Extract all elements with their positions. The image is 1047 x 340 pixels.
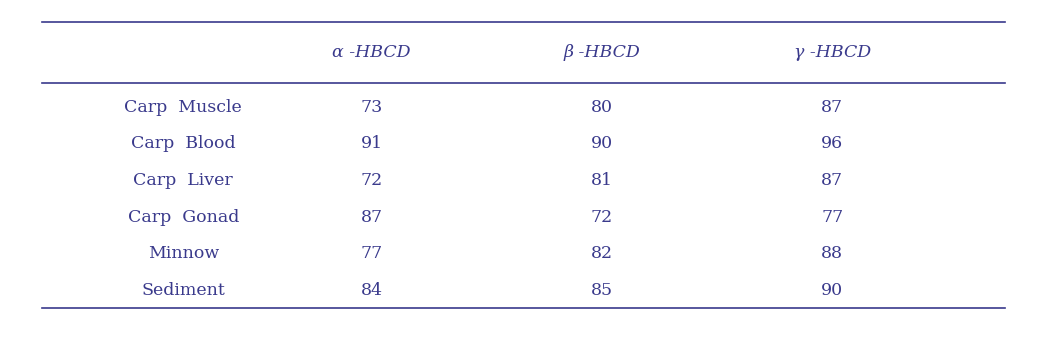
Text: β -HBCD: β -HBCD — [563, 44, 641, 61]
Text: 73: 73 — [360, 99, 383, 116]
Text: 77: 77 — [821, 209, 844, 226]
Text: 88: 88 — [821, 245, 844, 262]
Text: 90: 90 — [591, 135, 614, 152]
Text: 85: 85 — [591, 282, 614, 299]
Text: Carp  Liver: Carp Liver — [133, 172, 233, 189]
Text: 91: 91 — [360, 135, 383, 152]
Text: 81: 81 — [591, 172, 614, 189]
Text: γ -HBCD: γ -HBCD — [794, 44, 871, 61]
Text: 87: 87 — [821, 172, 844, 189]
Text: Sediment: Sediment — [141, 282, 225, 299]
Text: 77: 77 — [360, 245, 383, 262]
Text: 90: 90 — [821, 282, 844, 299]
Text: 96: 96 — [821, 135, 844, 152]
Text: Carp  Gonad: Carp Gonad — [128, 209, 239, 226]
Text: 87: 87 — [360, 209, 383, 226]
Text: 72: 72 — [360, 172, 383, 189]
Text: Carp  Muscle: Carp Muscle — [125, 99, 242, 116]
Text: Minnow: Minnow — [148, 245, 219, 262]
Text: α -HBCD: α -HBCD — [333, 44, 410, 61]
Text: 82: 82 — [591, 245, 614, 262]
Text: 84: 84 — [360, 282, 383, 299]
Text: 87: 87 — [821, 99, 844, 116]
Text: 80: 80 — [591, 99, 614, 116]
Text: 72: 72 — [591, 209, 614, 226]
Text: Carp  Blood: Carp Blood — [131, 135, 236, 152]
